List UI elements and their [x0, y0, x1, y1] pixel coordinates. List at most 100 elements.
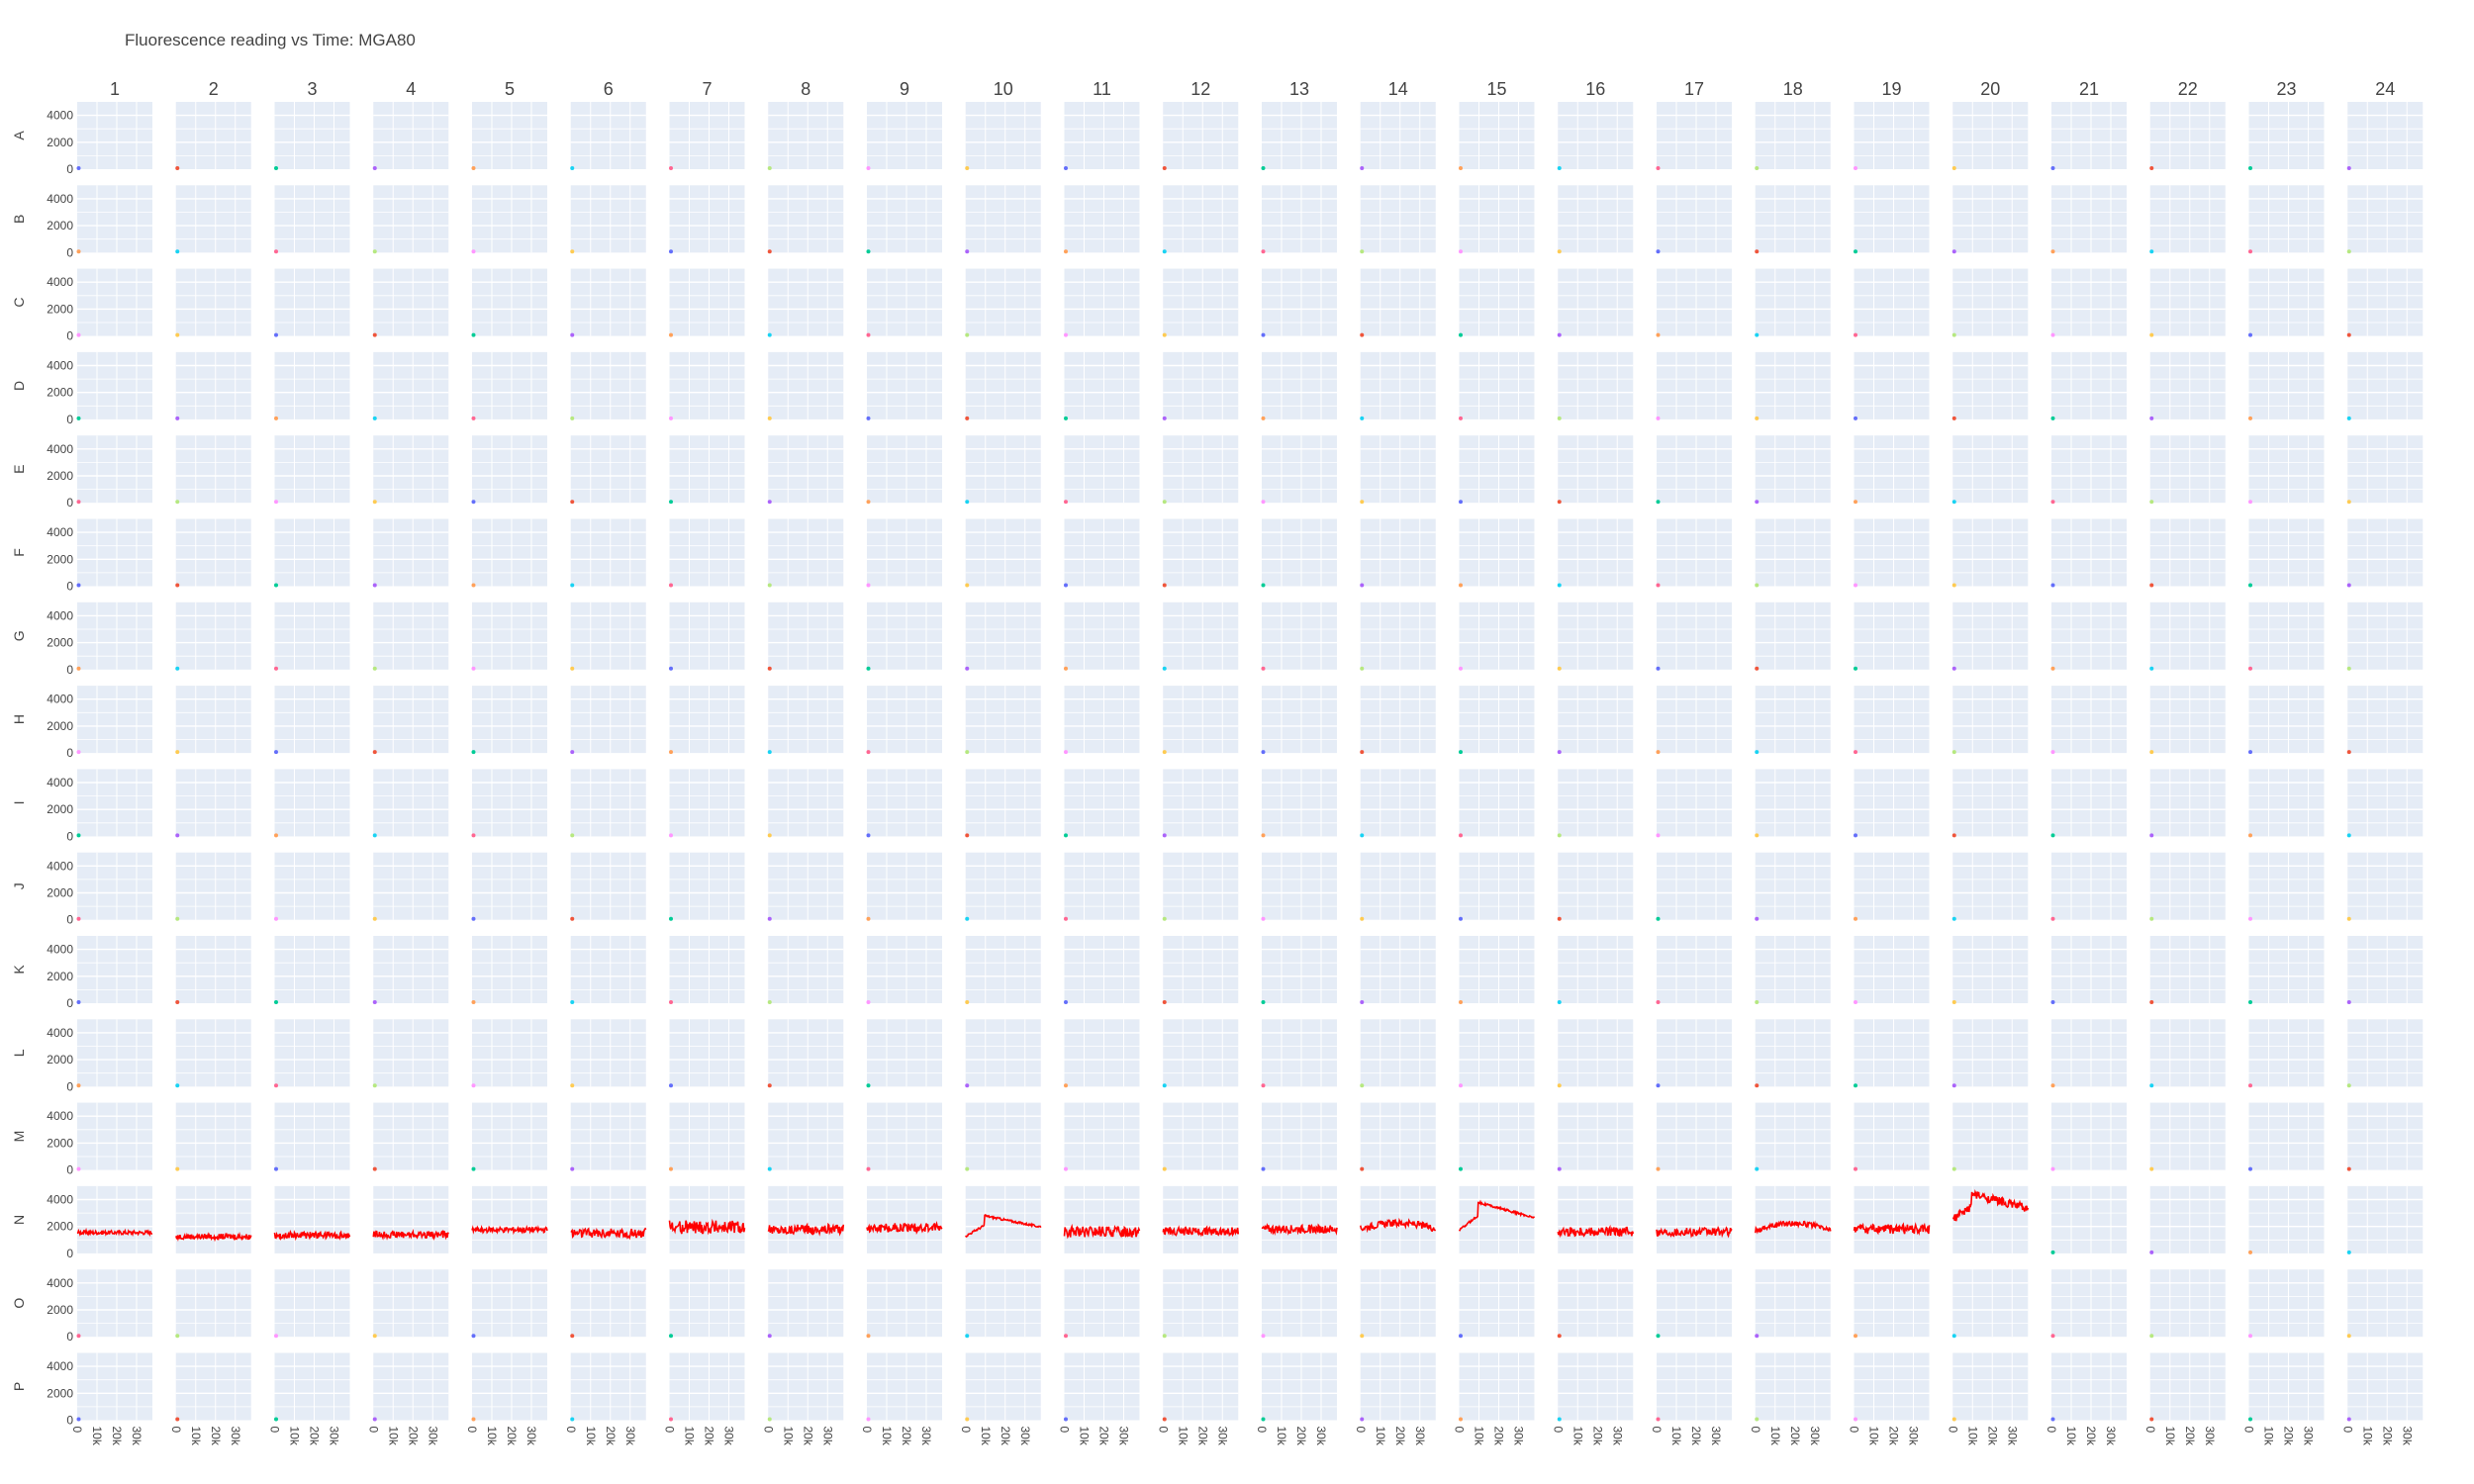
data-point-E16	[1557, 500, 1562, 505]
x-tick-label: 30k	[2104, 1427, 2118, 1446]
x-tick-label: 0	[2340, 1427, 2354, 1434]
subplot-P1	[76, 1352, 152, 1422]
data-point-H23	[2248, 750, 2252, 755]
plot-area	[2051, 102, 2127, 169]
data-point-A18	[1755, 166, 1760, 170]
data-point-I21	[2050, 833, 2055, 838]
subplot-K9	[866, 936, 942, 1004]
y-tick-label: 2000	[47, 1303, 73, 1317]
subplot-G14	[1360, 602, 1436, 671]
subplot-D17	[1656, 351, 1732, 420]
plot-area	[2051, 185, 2127, 253]
subplot-I14	[1360, 769, 1436, 838]
subplot-F2	[175, 518, 251, 588]
subplot-K14	[1360, 936, 1436, 1004]
subplot-J24	[2346, 852, 2424, 921]
subplot-C17	[1656, 268, 1732, 337]
subplot-C5	[471, 268, 547, 337]
x-tick-label: 10k	[1965, 1427, 1979, 1446]
plot-area	[2051, 1185, 2127, 1253]
plot-area	[570, 1352, 646, 1421]
plot-area	[1262, 769, 1337, 837]
plot-area	[1262, 185, 1337, 253]
data-point-I5	[471, 833, 476, 838]
plot-area	[472, 602, 547, 670]
subplot-H13	[1261, 686, 1337, 755]
data-point-D9	[866, 416, 871, 420]
x-tick-label: 30k	[130, 1427, 143, 1446]
plot-area	[669, 518, 745, 587]
subplot-M17	[1656, 1102, 1732, 1171]
x-tick-label: 20k	[1097, 1427, 1111, 1446]
plot-area	[472, 1185, 547, 1253]
plot-area	[77, 268, 152, 336]
subplot-L6	[570, 1019, 646, 1088]
plot-area	[1163, 351, 1239, 419]
x-tick-label: 10k	[1078, 1427, 1092, 1446]
plot-area	[472, 1102, 547, 1170]
subplot-K3	[274, 936, 350, 1004]
plot-area	[1262, 686, 1337, 754]
subplot-N15	[1458, 1185, 1536, 1253]
data-point-F14	[1360, 583, 1365, 588]
plot-area	[570, 1269, 646, 1338]
subplot-K22	[2149, 936, 2226, 1004]
data-point-L21	[2050, 1083, 2055, 1088]
plot-area	[1558, 852, 1634, 920]
x-tick-label: 10k	[979, 1427, 993, 1446]
plot-area	[1360, 435, 1436, 504]
plot-area	[1459, 185, 1535, 253]
data-point-D22	[2149, 416, 2154, 420]
data-point-H20	[1951, 750, 1956, 755]
subplot-P23	[2248, 1352, 2325, 1422]
plot-area	[1064, 852, 1140, 920]
subplot-N4	[372, 1185, 449, 1253]
data-point-G19	[1854, 666, 1857, 671]
plot-area	[1262, 1352, 1337, 1421]
subplot-A11	[1064, 102, 1140, 170]
data-point-O15	[1459, 1334, 1463, 1339]
data-point-J11	[1064, 916, 1068, 921]
subplot-I16	[1557, 769, 1634, 838]
plot-area	[2051, 268, 2127, 336]
data-point-F6	[570, 583, 575, 588]
subplot-A22	[2149, 102, 2226, 170]
subplot-F20	[1951, 518, 2029, 588]
subplot-J4	[372, 852, 449, 921]
plot-area	[1064, 769, 1140, 837]
data-point-M10	[965, 1166, 970, 1171]
data-point-E11	[1064, 500, 1068, 505]
plot-area	[1360, 1102, 1436, 1170]
subplot-B14	[1360, 185, 1436, 254]
subplot-D8	[767, 351, 844, 420]
plot-area	[768, 351, 844, 419]
plot-area	[965, 102, 1041, 169]
data-point-C17	[1656, 332, 1661, 337]
y-tick-label: 2000	[47, 136, 73, 149]
plot-area	[472, 852, 547, 920]
subplot-O11	[1064, 1269, 1140, 1339]
data-point-G7	[669, 666, 673, 671]
plot-area	[1360, 518, 1436, 587]
plot-area	[867, 686, 942, 754]
plot-area	[2347, 435, 2424, 504]
subplot-P9	[866, 1352, 942, 1422]
data-point-K22	[2149, 1000, 2154, 1004]
plot-area	[2248, 686, 2325, 754]
x-tick-label: 30k	[1512, 1427, 1526, 1446]
data-point-G14	[1360, 666, 1365, 671]
subplot-F19	[1854, 518, 1930, 588]
series-line-N9	[866, 1221, 943, 1235]
plot-area	[1657, 1269, 1732, 1338]
subplot-P22	[2149, 1352, 2226, 1422]
plot-area	[768, 1269, 844, 1338]
plot-area	[1657, 769, 1732, 837]
subplot-A17	[1656, 102, 1732, 170]
plot-area	[1952, 518, 2029, 587]
plot-area	[1360, 351, 1436, 419]
column-label-1: 1	[110, 79, 120, 99]
data-point-F23	[2248, 583, 2252, 588]
data-point-A19	[1854, 166, 1857, 170]
subplot-D10	[965, 351, 1041, 420]
plot-area	[570, 102, 646, 169]
